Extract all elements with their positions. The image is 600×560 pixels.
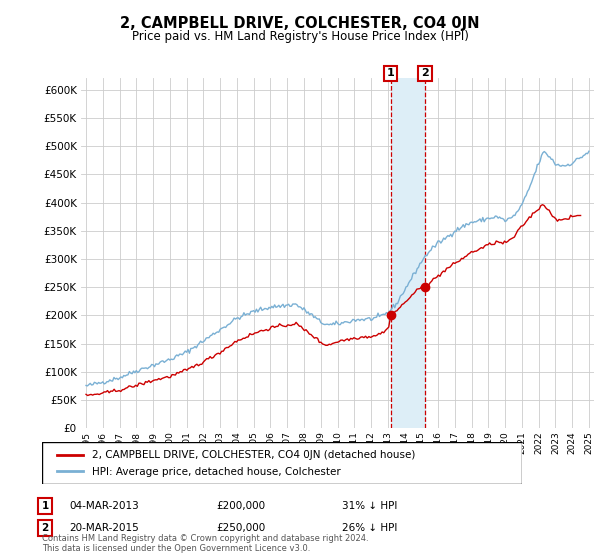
Legend: 2, CAMPBELL DRIVE, COLCHESTER, CO4 0JN (detached house), HPI: Average price, det: 2, CAMPBELL DRIVE, COLCHESTER, CO4 0JN (… — [52, 445, 420, 482]
Text: 31% ↓ HPI: 31% ↓ HPI — [342, 501, 397, 511]
Text: 1: 1 — [41, 501, 49, 511]
Text: 20-MAR-2015: 20-MAR-2015 — [69, 523, 139, 533]
Text: £250,000: £250,000 — [216, 523, 265, 533]
Text: 2: 2 — [421, 68, 429, 78]
Text: 04-MAR-2013: 04-MAR-2013 — [69, 501, 139, 511]
Bar — [391, 78, 425, 428]
Text: 2, CAMPBELL DRIVE, COLCHESTER, CO4 0JN: 2, CAMPBELL DRIVE, COLCHESTER, CO4 0JN — [120, 16, 480, 31]
Text: Contains HM Land Registry data © Crown copyright and database right 2024.
This d: Contains HM Land Registry data © Crown c… — [42, 534, 368, 553]
Text: 2: 2 — [41, 523, 49, 533]
Text: 1: 1 — [387, 68, 395, 78]
Text: £200,000: £200,000 — [216, 501, 265, 511]
Text: Price paid vs. HM Land Registry's House Price Index (HPI): Price paid vs. HM Land Registry's House … — [131, 30, 469, 43]
Text: 26% ↓ HPI: 26% ↓ HPI — [342, 523, 397, 533]
